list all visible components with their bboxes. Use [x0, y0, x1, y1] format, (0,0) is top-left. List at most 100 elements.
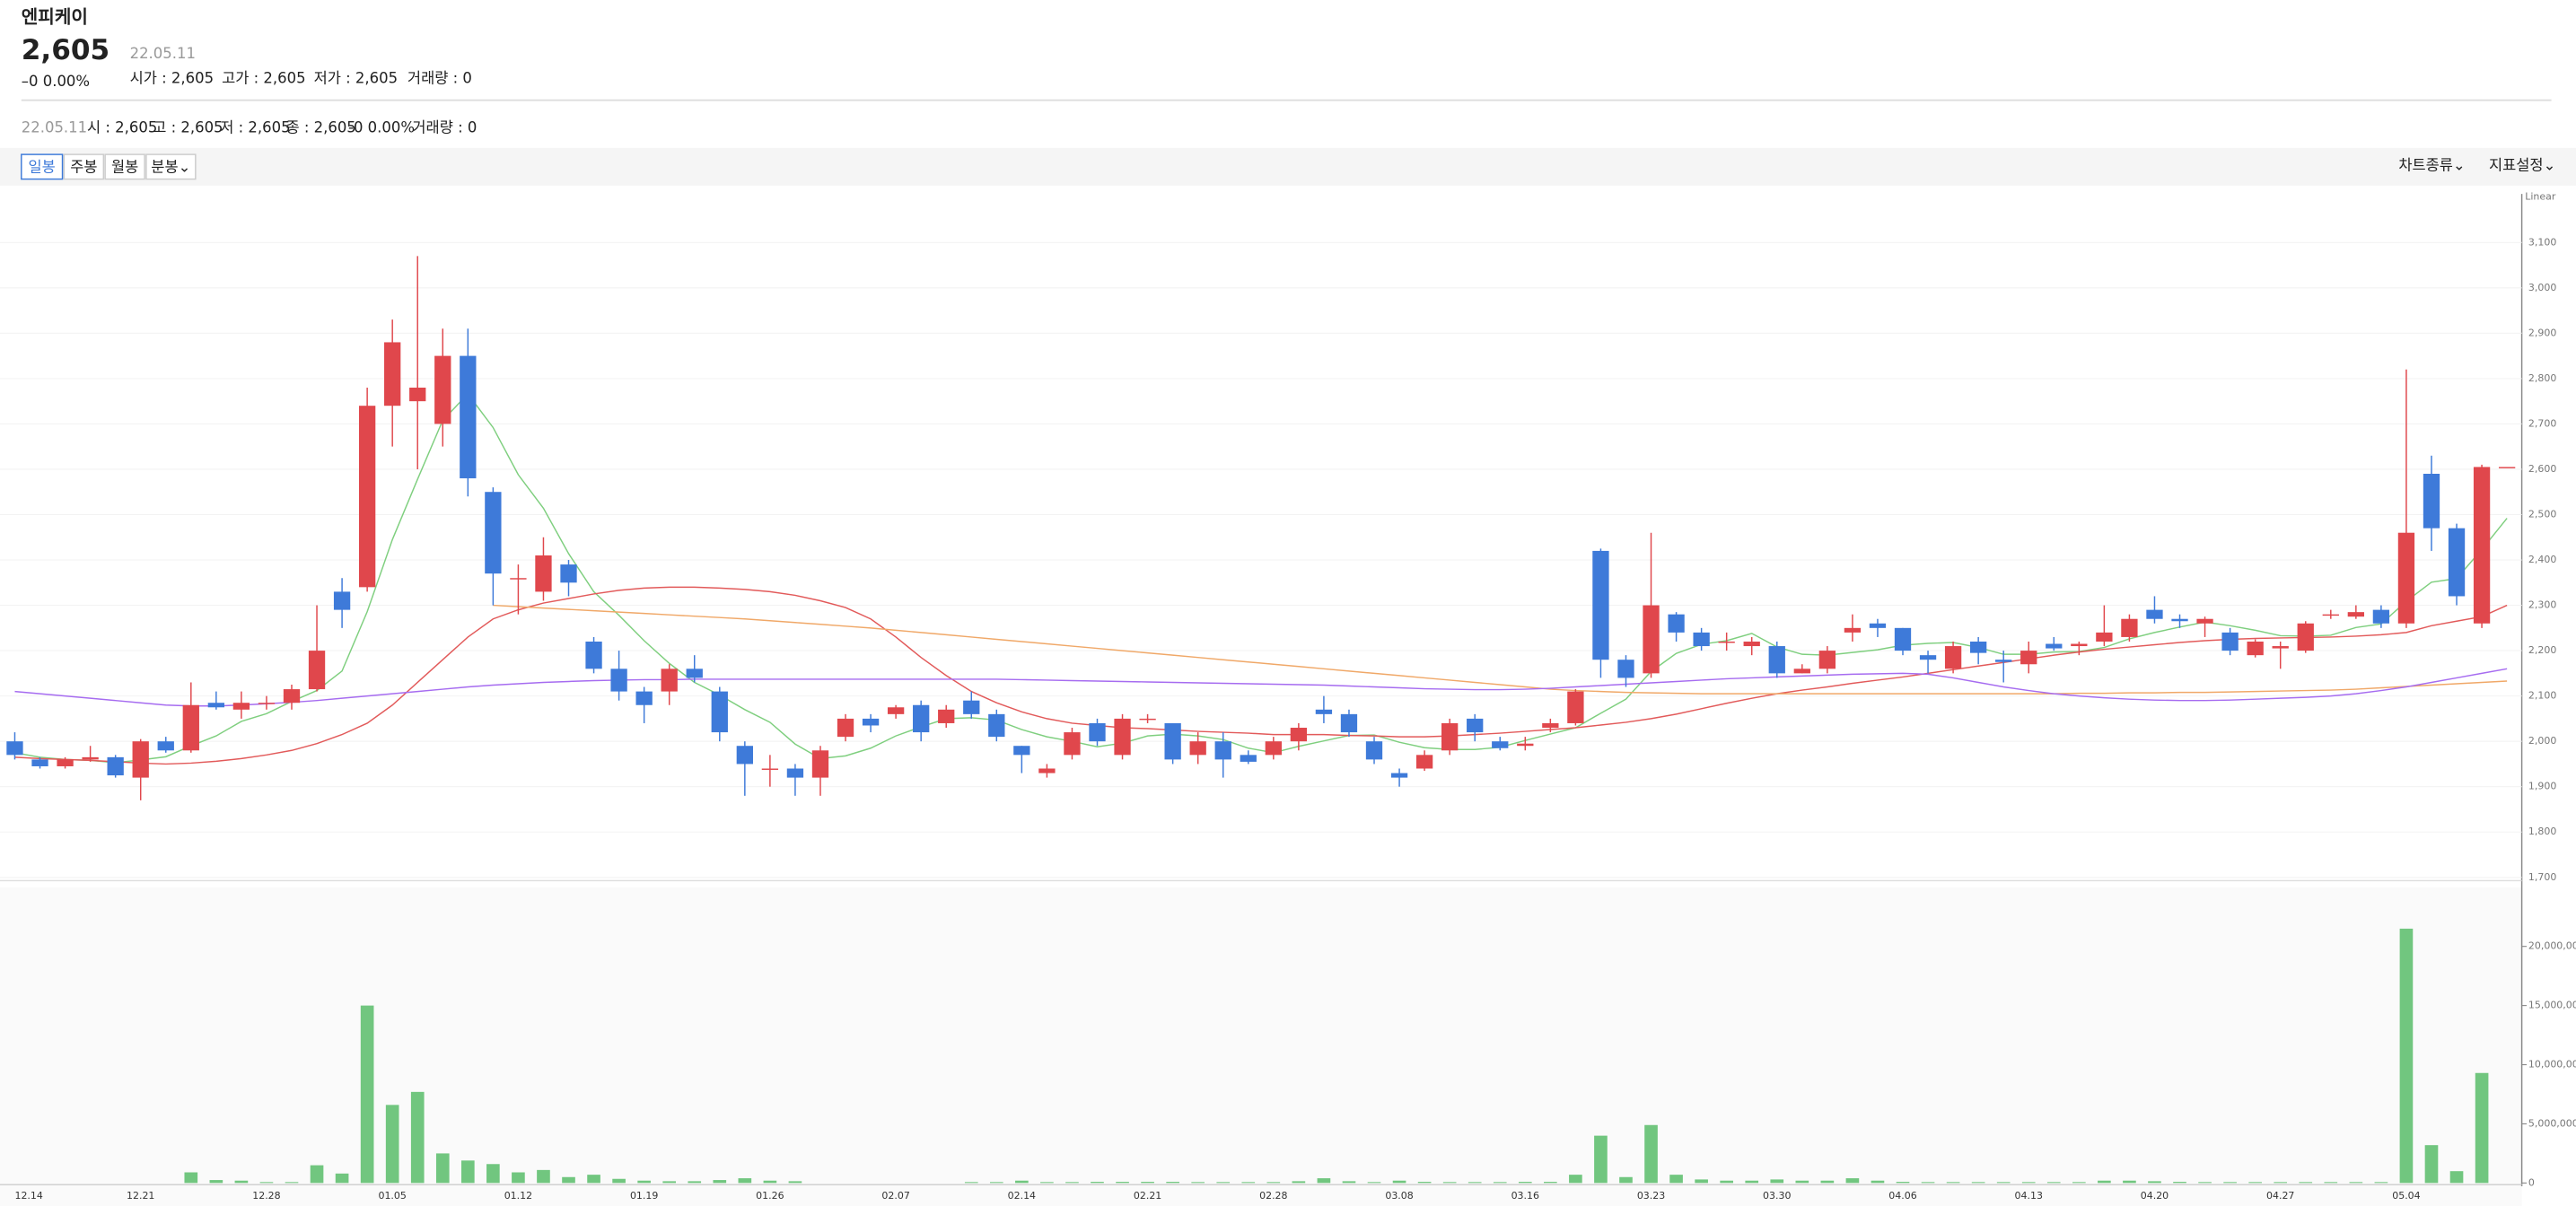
y-tick-label: 2,800: [2528, 372, 2556, 384]
volume-bar: [1468, 1182, 1482, 1184]
volume-tick-label: 5,000,000: [2528, 1117, 2576, 1129]
volume-bar: [2475, 1072, 2489, 1184]
volume-bar: [788, 1181, 802, 1184]
candle-body: [635, 691, 653, 705]
y-tick-label: 1,900: [2528, 781, 2556, 792]
candle-body: [837, 718, 854, 738]
volume-bar: [688, 1181, 702, 1184]
volume-bar: [2046, 1182, 2061, 1184]
volume-bar: [1493, 1182, 1507, 1184]
summary: 거래량 : 0: [407, 69, 472, 86]
volume-bar: [2324, 1182, 2338, 1184]
candle-body: [1919, 655, 1937, 660]
volume-bar: [2349, 1182, 2363, 1184]
y-tick-label: 3,100: [2528, 236, 2556, 248]
volume-bar: [486, 1164, 500, 1184]
candle-body: [585, 641, 602, 669]
y-tick-label: 2,500: [2528, 508, 2556, 520]
candle-body: [1290, 728, 1308, 742]
info-item: 시 : 2,605: [87, 118, 157, 135]
candle-body: [2322, 614, 2339, 616]
x-tick-label: 05.04: [2392, 1190, 2420, 1202]
volume-bar: [1392, 1180, 1406, 1184]
candle-body: [460, 355, 477, 479]
candle-body: [82, 756, 99, 760]
candle-body: [2096, 632, 2113, 642]
period-button[interactable]: [145, 153, 197, 180]
period-button[interactable]: [63, 153, 105, 180]
candle-body: [2372, 609, 2390, 624]
candle-body: [1492, 741, 1509, 748]
volume-bar: [2374, 1182, 2388, 1184]
volume-bar: [1921, 1182, 1935, 1184]
volume-bar: [1266, 1182, 1281, 1184]
period-label[interactable]: 월봉: [111, 158, 138, 175]
info-item: 고 : 2,605: [153, 118, 223, 135]
candle-body: [1340, 713, 1358, 733]
volume-bar: [2399, 928, 2414, 1184]
x-tick-label: 04.06: [1888, 1190, 1916, 1202]
candle-body: [2423, 474, 2440, 529]
x-tick-label: 01.05: [378, 1190, 406, 1202]
period-label[interactable]: 분봉⌄: [151, 158, 190, 175]
candle-body: [2498, 467, 2516, 468]
candle-body: [1617, 660, 1634, 678]
volume-bar: [2098, 1180, 2111, 1184]
volume-bar: [1845, 1178, 1860, 1184]
volume-bar: [2424, 1145, 2439, 1184]
x-tick-label: 02.21: [1134, 1190, 1161, 1202]
candle-body: [811, 750, 829, 778]
y-tick-label: 2,900: [2528, 327, 2556, 338]
candle-body: [384, 342, 401, 406]
candle-body: [1894, 627, 1912, 651]
volume-bar: [1720, 1180, 1733, 1184]
volume-bar: [285, 1182, 299, 1184]
date: 22.05.11: [130, 45, 196, 62]
period-button[interactable]: [21, 153, 64, 180]
candle-body: [963, 700, 980, 714]
candle-body: [560, 564, 577, 583]
volume-bar: [1594, 1135, 1608, 1184]
candle-body: [1517, 743, 1534, 747]
volume-bar: [1292, 1181, 1306, 1184]
candle-body: [1567, 691, 1584, 723]
x-tick-label: 02.14: [1008, 1190, 1036, 1202]
volume-bar: [763, 1180, 777, 1184]
volume-bar: [964, 1182, 978, 1184]
x-tick-label: 03.23: [1637, 1190, 1665, 1202]
chart-type-menu[interactable]: 차트종류⌄: [2398, 156, 2465, 173]
summary: 고가 : 2,605: [222, 69, 305, 86]
volume-bar: [2198, 1182, 2212, 1184]
info-item: 종 : 2,605: [285, 118, 355, 135]
x-tick-label: 03.16: [1511, 1190, 1539, 1202]
volume-bar: [1544, 1182, 1557, 1184]
volume-bar: [989, 1182, 1003, 1184]
info-date: 22.05.11: [22, 118, 87, 135]
y-tick-label: 1,700: [2528, 871, 2556, 883]
x-tick-label: 04.20: [2141, 1190, 2169, 1202]
period-button[interactable]: [104, 153, 145, 180]
volume-bar: [1695, 1179, 1708, 1184]
candle-body: [2247, 641, 2264, 656]
x-tick-label: 02.07: [881, 1190, 909, 1202]
candle-body: [887, 707, 905, 714]
info-item: -0 0.00%: [348, 118, 415, 135]
indicator-menu[interactable]: 지표설정⌄: [2489, 156, 2555, 173]
candle-body: [1467, 718, 1484, 733]
volume-bar: [1871, 1180, 1885, 1184]
candle-body: [132, 741, 149, 778]
period-label[interactable]: 일봉: [29, 158, 56, 175]
candle-body: [1214, 741, 1231, 760]
candle-body: [485, 492, 502, 574]
volume-bar: [1241, 1182, 1256, 1184]
candle-body: [2046, 643, 2063, 649]
candle-body: [232, 703, 250, 710]
candle-body: [2171, 618, 2188, 622]
candle-body: [2071, 643, 2088, 647]
volume-bar: [1367, 1182, 1381, 1184]
period-label[interactable]: 주봉: [70, 158, 97, 175]
candle-body: [1089, 722, 1106, 742]
candle-body: [1064, 732, 1081, 756]
summary: 저가 : 2,605: [314, 69, 398, 86]
volume-bar: [2148, 1181, 2161, 1184]
